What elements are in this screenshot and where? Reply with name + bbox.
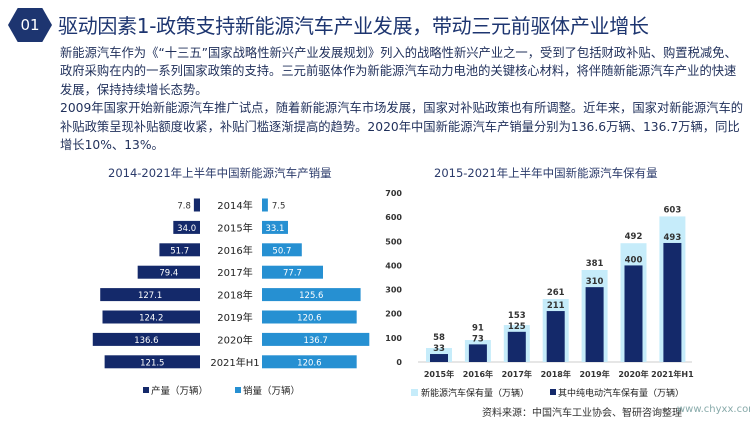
sales-bar [262,355,357,369]
category-label: 2017年 [217,266,252,279]
y-tick-label: 700 [385,189,402,198]
legend-production: 产量（万辆） [151,385,208,397]
sales-bar [262,220,288,234]
ev-label: 73 [472,334,484,344]
legend-swatch-sales [235,387,241,393]
total-label: 58 [433,333,445,343]
production-bar [173,220,200,234]
category-label: 2020年 [217,333,252,346]
sales-label: 136.7 [303,336,327,346]
sales-bar [262,243,302,257]
ev-label: 125 [508,322,526,332]
sales-bar [262,288,361,302]
sales-label: 120.6 [297,314,321,324]
sales-bar [262,198,268,212]
total-label: 492 [625,232,643,242]
paragraph: 新能源汽车作为《“十三五”国家战略性新兴产业发展规划》列入的战略性新兴产业之一，… [60,46,737,97]
total-label: 91 [472,323,484,333]
ev-label: 33 [433,344,445,354]
legend-sales: 销量（万辆） [243,385,300,397]
legend-total: 新能源汽车保有量（万辆） [421,387,529,399]
ev-bar [507,331,526,362]
ev-bar [546,311,565,362]
x-tick-label: 2021年H1 [651,369,694,379]
ev-bar [430,354,448,362]
category-label: 2018年 [217,289,252,302]
production-bar [193,198,200,212]
y-tick-label: 0 [396,358,402,367]
ev-bar [624,265,643,362]
ev-bar [585,287,604,362]
x-tick-label: 2018年 [541,369,571,379]
total-label: 603 [664,205,682,215]
production-label: 79.4 [159,269,178,279]
x-tick-label: 2020年 [618,369,648,379]
category-label: 2014年 [217,199,252,212]
production-label: 51.7 [170,246,189,256]
total-label: 153 [508,311,526,321]
category-label: 2019年 [217,311,252,324]
legend-swatch-production [143,387,149,393]
total-label: 261 [547,288,565,298]
total-label: 381 [586,259,604,269]
production-bar [104,355,200,369]
y-tick-label: 100 [385,334,402,343]
production-label: 124.2 [139,314,163,324]
y-tick-label: 400 [385,261,402,270]
legend-swatch-ev [550,389,556,395]
category-label: 2016年 [217,244,252,257]
page-title: 驱动因素1-政策支持新能源汽车产业发展，带动三元前驱体产业增长 [58,14,649,38]
paragraph: 2009年国家开始新能源汽车推广试点，随着新能源汽车市场发展，国家对补贴政策也有… [60,101,744,153]
website-url: www.chyxx.com [677,404,750,415]
chart-title-right: 2015-2021年上半年中国新能源汽车保有量 [434,166,658,180]
production-label: 7.8 [177,202,191,212]
x-tick-label: 2017年 [502,369,532,379]
source-note: 资料来源：中国汽车工业协会、智研咨询整理 [482,408,682,419]
legend-ev: 其中纯电动汽车保有量（万辆） [558,387,684,399]
body-text: 新能源汽车作为《“十三五”国家战略性新兴产业发展规划》列入的战略性新兴产业之一，… [60,44,744,154]
production-bar [100,288,200,302]
sales-bar [262,265,323,279]
production-bar [92,332,200,346]
production-label: 121.5 [140,358,164,368]
y-tick-label: 200 [385,310,402,319]
production-bar [102,310,200,324]
production-label: 127.1 [138,291,162,301]
ev-bar [468,344,487,362]
category-label: 2021年H1 [210,356,259,369]
production-label: 34.0 [177,224,196,234]
sales-bar [262,332,370,346]
sales-label: 50.7 [272,246,291,256]
production-bar [137,265,200,279]
ev-label: 310 [586,277,604,287]
chart-title-left: 2014-2021年上半年中国新能源汽车产销量 [108,166,332,180]
y-tick-label: 300 [385,286,402,295]
sales-label: 7.5 [272,202,286,212]
sales-label: 33.1 [266,224,285,234]
ev-label: 400 [625,255,643,265]
production-label: 136.6 [134,336,158,346]
x-tick-label: 2015年 [424,369,454,379]
production-bar [159,243,200,257]
sales-label: 120.6 [297,358,321,368]
y-tick-label: 500 [385,237,402,246]
x-tick-label: 2019年 [579,369,609,379]
sales-label: 77.7 [283,269,302,279]
ev-label: 493 [664,233,682,243]
ev-label: 211 [547,301,565,311]
sales-bar [262,310,357,324]
x-tick-label: 2016年 [463,369,493,379]
sales-label: 125.6 [299,291,323,301]
section-badge: 01 [8,8,52,42]
category-label: 2015年 [217,221,252,234]
ev-bar [663,242,682,362]
legend-swatch-total [411,389,418,396]
y-tick-label: 600 [385,213,402,222]
